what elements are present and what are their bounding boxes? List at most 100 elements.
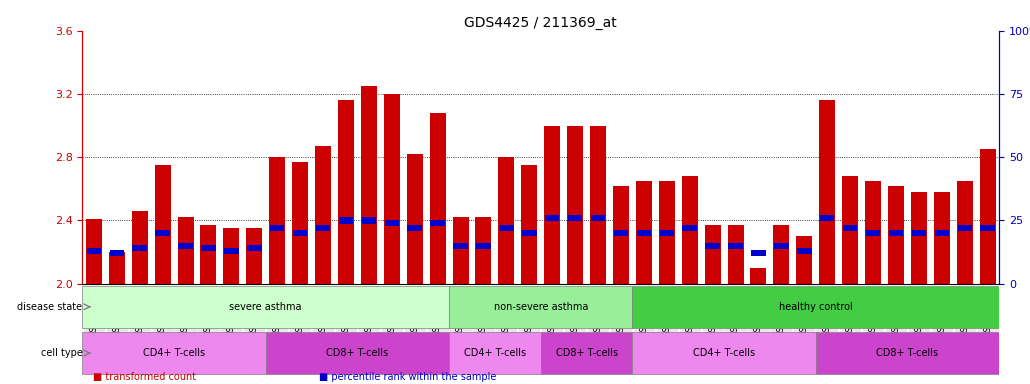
Bar [659, 181, 675, 284]
Bar [568, 126, 583, 284]
Bar [85, 219, 102, 284]
Bar [430, 113, 446, 284]
Bar [201, 225, 216, 284]
Bar [774, 225, 789, 284]
Bar [316, 225, 331, 231]
FancyBboxPatch shape [632, 332, 816, 374]
Bar [544, 126, 560, 284]
Bar [775, 243, 789, 249]
Text: CD8+ T-cells: CD8+ T-cells [877, 348, 938, 358]
Bar [87, 248, 101, 254]
Bar [338, 100, 354, 284]
Bar [797, 248, 812, 254]
Bar [980, 149, 996, 284]
Bar [522, 230, 537, 236]
Bar [499, 157, 514, 284]
Bar [109, 250, 124, 257]
Bar [796, 236, 813, 284]
FancyBboxPatch shape [82, 332, 266, 374]
Bar [452, 217, 469, 284]
FancyBboxPatch shape [449, 286, 632, 328]
Bar [360, 86, 377, 284]
Bar [934, 230, 949, 236]
Bar [500, 225, 514, 231]
Bar [362, 217, 376, 223]
Bar [384, 94, 400, 284]
Text: cell type: cell type [40, 348, 82, 358]
Text: disease state: disease state [18, 302, 82, 312]
Bar [269, 157, 285, 284]
Text: CD4+ T-cells: CD4+ T-cells [464, 348, 526, 358]
Bar [177, 217, 194, 284]
Text: CD4+ T-cells: CD4+ T-cells [143, 348, 205, 358]
Bar [843, 225, 857, 231]
Bar [934, 192, 950, 284]
Bar [751, 250, 765, 257]
Bar [109, 252, 125, 284]
Bar [590, 126, 606, 284]
Bar [636, 181, 652, 284]
Bar [408, 225, 422, 231]
Bar [521, 165, 538, 284]
Bar [225, 248, 239, 254]
Bar [339, 217, 353, 223]
Bar [178, 243, 193, 249]
Text: non-severe asthma: non-severe asthma [493, 302, 588, 312]
Bar [293, 162, 308, 284]
Bar [912, 230, 926, 236]
Bar [132, 211, 147, 284]
Bar [866, 230, 881, 236]
Bar [843, 176, 858, 284]
Bar [888, 185, 904, 284]
Bar [706, 243, 720, 249]
Bar [865, 181, 881, 284]
FancyBboxPatch shape [266, 332, 449, 374]
Text: healthy control: healthy control [779, 302, 853, 312]
Bar [407, 154, 422, 284]
FancyBboxPatch shape [82, 286, 449, 328]
Bar [545, 215, 559, 221]
Bar [201, 245, 215, 252]
Text: ■ percentile rank within the sample: ■ percentile rank within the sample [319, 372, 496, 382]
Bar [957, 181, 972, 284]
Bar [476, 217, 491, 284]
Bar [384, 220, 399, 226]
Bar [156, 230, 170, 236]
FancyBboxPatch shape [816, 332, 999, 374]
Bar [568, 215, 582, 221]
Text: ■ transformed count: ■ transformed count [93, 372, 196, 382]
Text: CD8+ T-cells: CD8+ T-cells [555, 348, 618, 358]
Bar [154, 165, 171, 284]
Bar [431, 220, 445, 226]
FancyBboxPatch shape [449, 332, 541, 374]
Text: CD8+ T-cells: CD8+ T-cells [327, 348, 388, 358]
Bar [911, 192, 927, 284]
FancyBboxPatch shape [632, 286, 999, 328]
Bar [315, 146, 331, 284]
FancyBboxPatch shape [541, 332, 632, 374]
Bar [476, 243, 490, 249]
Bar [613, 185, 629, 284]
Bar [705, 225, 721, 284]
Bar [682, 176, 697, 284]
Bar [224, 228, 239, 284]
Bar [751, 268, 766, 284]
Bar [133, 245, 147, 252]
Bar [614, 230, 628, 236]
Bar [591, 215, 606, 221]
Bar [820, 215, 834, 221]
Text: severe asthma: severe asthma [230, 302, 302, 312]
Bar [958, 225, 972, 231]
Bar [981, 225, 995, 231]
Bar [293, 230, 307, 236]
Bar [246, 228, 263, 284]
Bar [727, 225, 744, 284]
Bar [889, 230, 903, 236]
Text: CD4+ T-cells: CD4+ T-cells [693, 348, 755, 358]
Bar [728, 243, 743, 249]
Bar [819, 100, 835, 284]
Bar [683, 225, 697, 231]
Bar [453, 243, 468, 249]
Bar [637, 230, 651, 236]
Bar [270, 225, 284, 231]
